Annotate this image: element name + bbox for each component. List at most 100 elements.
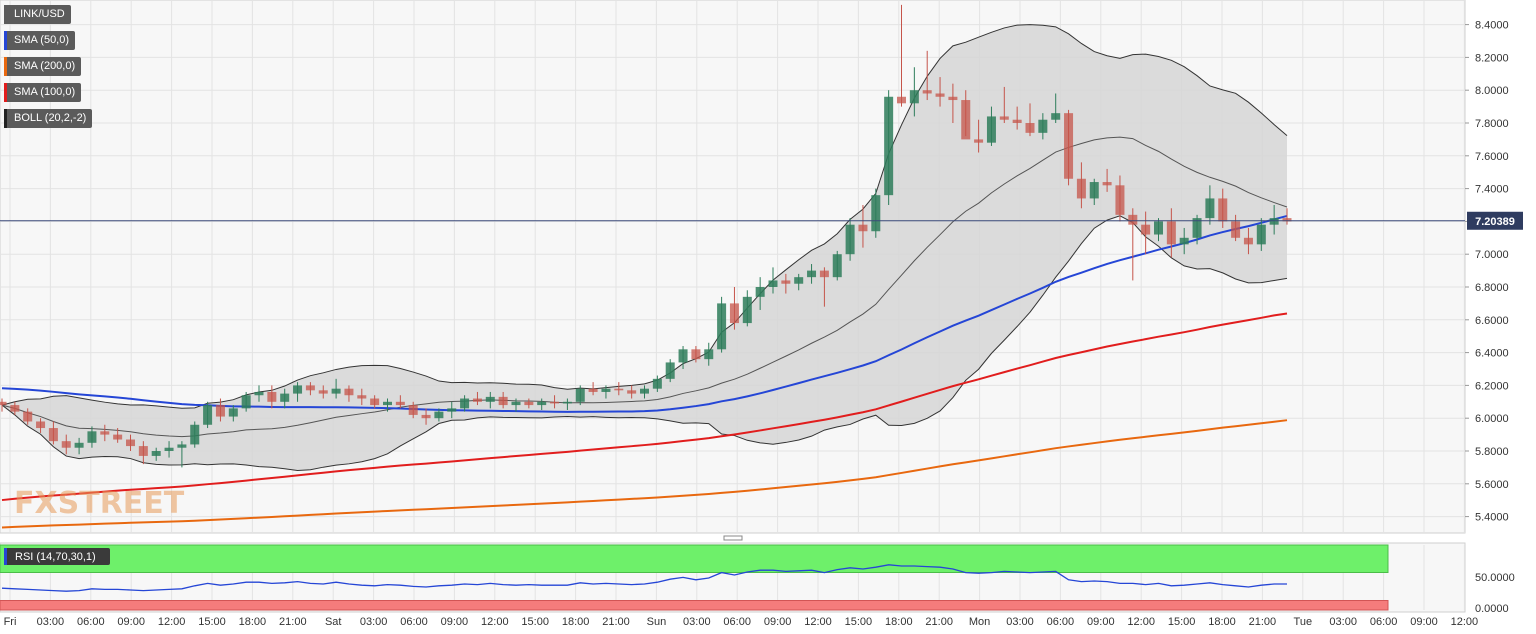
candle <box>1205 198 1215 219</box>
legend-item[interactable]: BOLL (20,2,-2) <box>4 109 93 128</box>
legend-label: SMA (50,0) <box>14 34 70 46</box>
legend-swatch <box>4 31 7 50</box>
candle <box>370 398 380 406</box>
candle <box>215 405 225 417</box>
candle <box>961 100 971 140</box>
x-tick-label: 06:00 <box>723 616 751 628</box>
legend-item[interactable]: SMA (200,0) <box>4 57 82 76</box>
x-tick-label: 18:00 <box>239 616 267 628</box>
candle <box>819 270 829 278</box>
candle <box>100 431 110 435</box>
candle <box>1012 119 1022 123</box>
candle <box>383 401 392 406</box>
bollinger-lower-line <box>1 215 1288 471</box>
current-price-label: 7.20389 <box>1475 216 1515 228</box>
y-tick-label: 7.6000 <box>1475 151 1509 163</box>
candle <box>640 388 649 394</box>
candle <box>1051 113 1061 120</box>
rsi-line <box>1 564 1287 592</box>
legend-swatch <box>4 57 7 76</box>
candle <box>1179 237 1189 245</box>
y-tick-label: 7.0000 <box>1475 249 1509 261</box>
x-tick-label: 15:00 <box>1168 616 1196 628</box>
x-tick-label: 21:00 <box>925 616 953 628</box>
candle <box>190 424 200 445</box>
x-tick-label: 06:00 <box>400 616 428 628</box>
candle <box>678 349 688 363</box>
legend-item[interactable]: LINK/USD <box>4 5 71 24</box>
candle <box>562 401 572 404</box>
candle <box>601 388 611 392</box>
candle <box>884 96 894 196</box>
rsi-overbought-zone <box>0 544 1389 573</box>
y-tick-label: 7.4000 <box>1475 184 1509 196</box>
legend-item[interactable]: SMA (50,0) <box>4 31 76 50</box>
y-tick-label: 6.4000 <box>1475 348 1509 360</box>
x-tick-label: Tue <box>1294 616 1313 628</box>
candle <box>1154 221 1163 235</box>
y-tick-label: 6.0000 <box>1475 413 1509 425</box>
candle <box>434 411 444 419</box>
x-tick-label: 09:00 <box>1410 616 1438 628</box>
candle <box>447 408 457 412</box>
candle <box>1076 178 1086 199</box>
candle <box>164 447 174 451</box>
candle <box>781 280 791 284</box>
candle <box>0 401 7 406</box>
candle <box>61 441 71 448</box>
x-tick-label: 12:00 <box>158 616 186 628</box>
candle <box>344 388 354 396</box>
current-price-tag <box>1467 211 1523 230</box>
candle <box>524 401 534 406</box>
candle <box>395 401 405 406</box>
candle <box>1269 218 1279 225</box>
sma-100-line <box>1 312 1288 502</box>
candle <box>614 388 624 391</box>
legend-label: SMA (200,0) <box>14 60 76 72</box>
x-tick-label: 06:00 <box>77 616 105 628</box>
x-tick-label: 12:00 <box>1451 616 1479 628</box>
legend-swatch <box>4 109 7 128</box>
candle <box>460 398 470 409</box>
y-tick-label: 8.0000 <box>1475 85 1509 97</box>
candle <box>974 139 984 143</box>
x-tick-label: 09:00 <box>117 616 145 628</box>
rsi-label-chip <box>4 548 110 565</box>
candle <box>871 195 881 232</box>
candle <box>113 434 123 440</box>
candle <box>807 270 817 278</box>
rsi-y-tick-label: 0.0000 <box>1475 603 1509 615</box>
x-tick-label: 09:00 <box>441 616 469 628</box>
candle <box>293 385 303 394</box>
candle <box>1243 237 1253 245</box>
x-tick-label: 15:00 <box>521 616 549 628</box>
candle <box>1128 214 1138 225</box>
candle <box>126 439 135 447</box>
y-tick-label: 6.8000 <box>1475 282 1509 294</box>
candle <box>897 96 906 104</box>
x-tick-label: 18:00 <box>1208 616 1236 628</box>
y-tick-label: 5.8000 <box>1475 446 1509 458</box>
candle <box>1192 218 1202 238</box>
candle <box>652 378 662 389</box>
candle <box>935 93 945 97</box>
candle <box>909 90 919 104</box>
x-tick-label: Sat <box>325 616 342 628</box>
candle <box>1064 113 1074 179</box>
x-tick-label: 03:00 <box>683 616 711 628</box>
candle <box>948 96 958 101</box>
y-tick-label: 6.6000 <box>1475 315 1509 327</box>
candle <box>755 287 765 297</box>
candle <box>267 391 277 402</box>
x-tick-label: 15:00 <box>845 616 873 628</box>
x-tick-label: 09:00 <box>1087 616 1115 628</box>
candle <box>203 405 213 425</box>
x-tick-label: 18:00 <box>562 616 590 628</box>
candle <box>421 414 431 419</box>
candle <box>357 395 367 399</box>
candle <box>858 224 868 232</box>
candle <box>768 280 778 287</box>
legend-item[interactable]: SMA (100,0) <box>4 83 82 102</box>
candle <box>74 442 84 448</box>
